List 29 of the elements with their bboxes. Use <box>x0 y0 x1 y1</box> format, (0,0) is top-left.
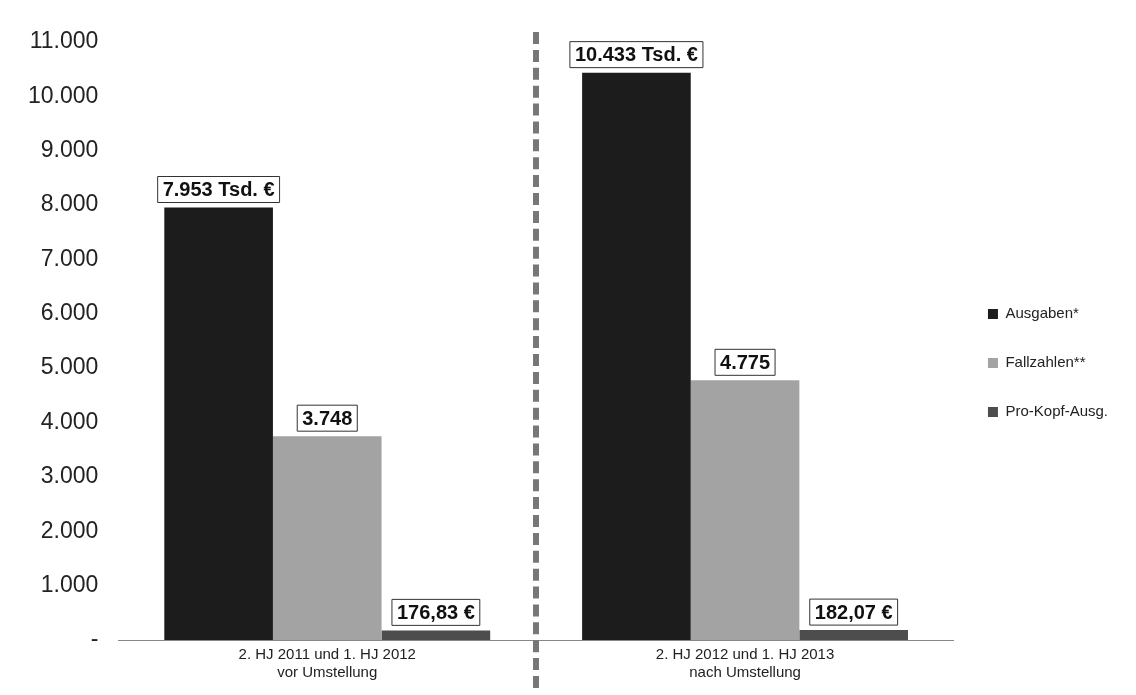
bar <box>272 436 382 640</box>
y-tick-label: 11.000 <box>29 27 99 54</box>
data-label: 4.775 <box>720 350 771 373</box>
y-tick-label: 1.000 <box>40 570 99 597</box>
y-tick-label: 6.000 <box>40 299 99 326</box>
data-label: 176,83 € <box>396 600 475 623</box>
data-label: 7.953 Tsd. € <box>162 178 275 201</box>
bar <box>799 630 908 640</box>
bar <box>582 72 691 640</box>
data-label: 10.433 Tsd. € <box>574 43 698 66</box>
y-tick-label: 2.000 <box>40 516 99 543</box>
y-tick-label: 10.000 <box>27 81 99 108</box>
y-tick-label: 8.000 <box>40 190 99 217</box>
legend-label: Pro-Kopf-Ausg. <box>1005 402 1108 420</box>
y-tick-label: 4.000 <box>40 407 99 434</box>
y-tick-label: 5.000 <box>40 353 99 380</box>
data-label: 3.748 <box>302 406 353 429</box>
y-tick-label: - <box>90 625 99 652</box>
y-tick-label: 9.000 <box>40 135 99 162</box>
bar <box>381 630 491 640</box>
x-tick-label: 2. HJ 2011 und 1. HJ 2012 vor Umstellung <box>238 645 416 681</box>
y-tick-label: 7.000 <box>40 244 99 271</box>
y-tick-label: 3.000 <box>40 462 99 489</box>
bar <box>690 380 800 640</box>
x-tick-label: 2. HJ 2012 und 1. HJ 2013 nach Umstellung <box>655 645 835 681</box>
legend-label: Ausgaben* <box>1005 304 1080 322</box>
bar <box>164 207 273 640</box>
data-label: 182,07 € <box>814 600 893 623</box>
legend-label: Fallzahlen** <box>1005 353 1086 371</box>
